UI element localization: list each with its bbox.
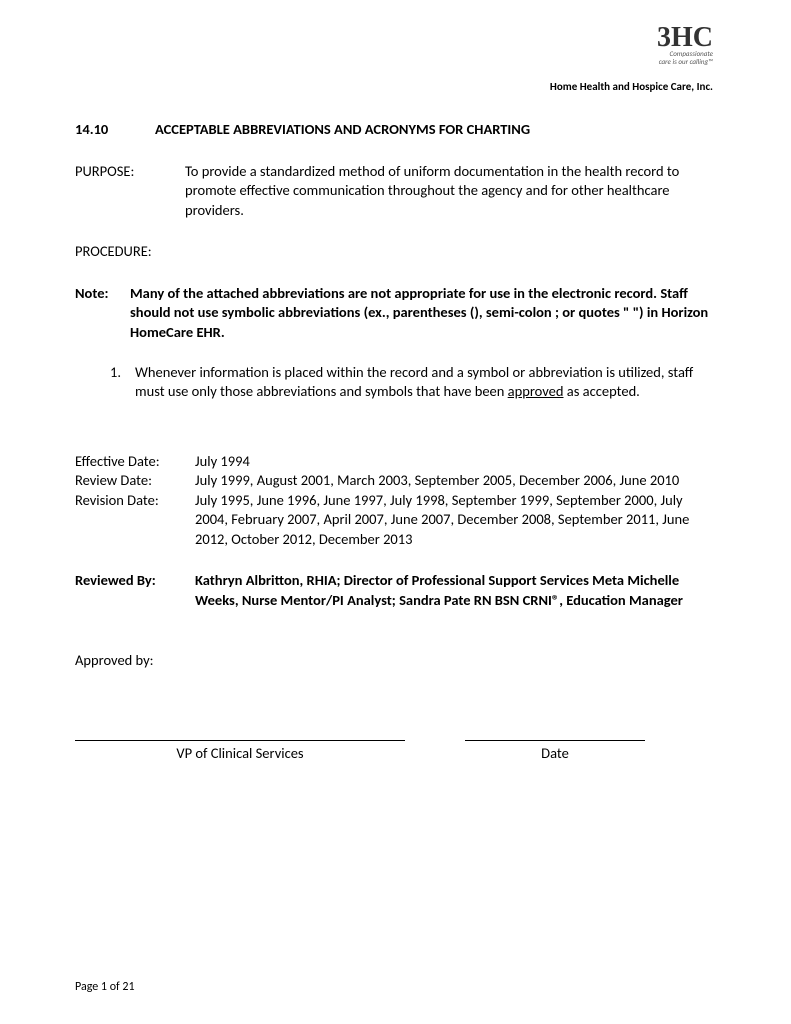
review-date-row: Review Date: July 1999, August 2001, Mar… (75, 471, 716, 491)
procedure-row: PROCEDURE: (75, 242, 716, 262)
document-title: ACCEPTABLE ABBREVIATIONS AND ACRONYMS FO… (155, 120, 530, 140)
signature-vp: VP of Clinical Services (75, 740, 405, 764)
note-text: Many of the attached abbreviations are n… (130, 284, 716, 343)
revision-date-value: July 1995, June 1996, June 1997, July 19… (195, 491, 716, 550)
dates-block: Effective Date: July 1994 Review Date: J… (75, 452, 716, 550)
purpose-label: PURPOSE: (75, 162, 185, 221)
logo-tagline-2: care is our calling™ (657, 58, 713, 66)
section-number: 14.10 (75, 120, 155, 140)
document-body: 14.10 ACCEPTABLE ABBREVIATIONS AND ACRON… (75, 120, 716, 764)
note-label: Note: (75, 284, 130, 343)
review-date-label: Review Date: (75, 471, 195, 491)
logo-text: 3HC (657, 25, 713, 50)
procedure-list-item: 1. Whenever information is placed within… (110, 363, 716, 402)
effective-date-value: July 1994 (195, 452, 716, 472)
approved-by-label: Approved by: (75, 651, 716, 671)
list-item-text: Whenever information is placed within th… (135, 363, 716, 402)
revision-date-row: Revision Date: July 1995, June 1996, Jun… (75, 491, 716, 550)
review-date-value: July 1999, August 2001, March 2003, Sept… (195, 471, 716, 491)
purpose-text: To provide a standardized method of unif… (185, 162, 716, 221)
company-logo: 3HC Compassionate care is our calling™ (657, 25, 713, 66)
effective-date-row: Effective Date: July 1994 (75, 452, 716, 472)
reviewed-by-label: Reviewed By: (75, 571, 195, 610)
note-row: Note: Many of the attached abbreviations… (75, 284, 716, 343)
company-name: Home Health and Hospice Care, Inc. (550, 80, 713, 93)
list-underlined: approved (508, 382, 564, 400)
signature-area: VP of Clinical Services Date (75, 740, 716, 764)
document-title-row: 14.10 ACCEPTABLE ABBREVIATIONS AND ACRON… (75, 120, 716, 140)
signature-date: Date (465, 740, 645, 764)
list-number: 1. (110, 363, 135, 402)
page-footer: Page 1 of 21 (75, 980, 135, 994)
revision-date-label: Revision Date: (75, 491, 195, 550)
effective-date-label: Effective Date: (75, 452, 195, 472)
reviewed-by-row: Reviewed By: Kathryn Albritton, RHIA; Di… (75, 571, 716, 610)
reviewed-by-value: Kathryn Albritton, RHIA; Director of Pro… (195, 571, 716, 610)
purpose-row: PURPOSE: To provide a standardized metho… (75, 162, 716, 221)
procedure-label: PROCEDURE: (75, 242, 185, 262)
list-suffix: as accepted. (564, 382, 640, 400)
